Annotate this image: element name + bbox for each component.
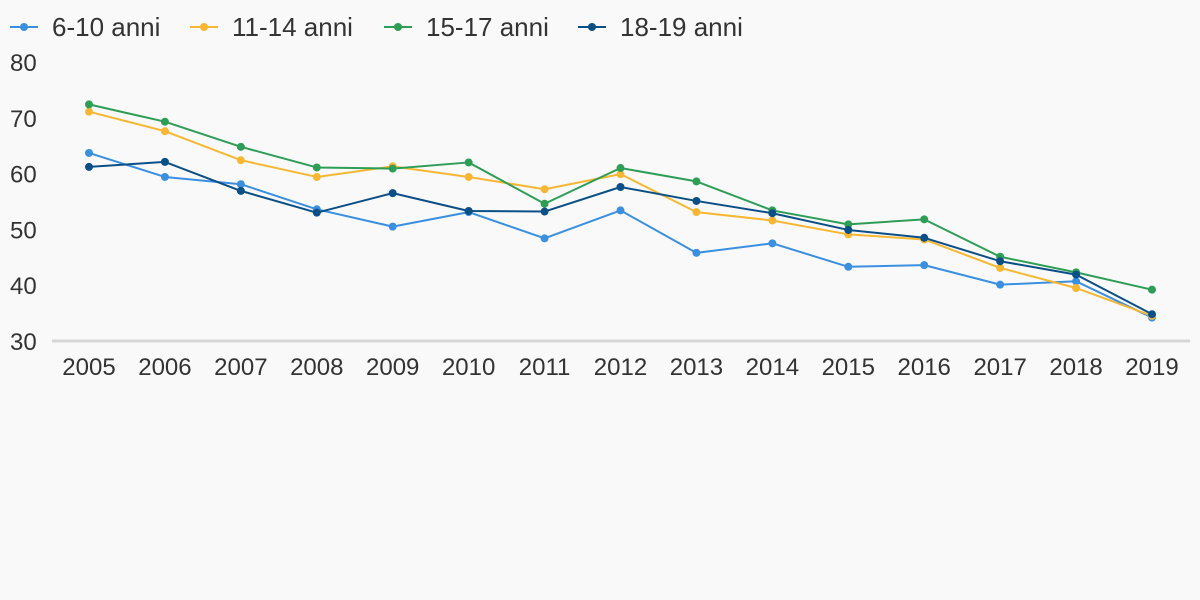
data-point xyxy=(616,182,625,191)
legend-label: 15-17 anni xyxy=(426,12,549,42)
data-point xyxy=(388,189,397,198)
data-point xyxy=(920,233,929,242)
legend-swatch-marker xyxy=(588,23,596,31)
data-point xyxy=(692,196,701,205)
data-point xyxy=(616,206,625,215)
x-tick-label: 2008 xyxy=(290,354,343,381)
y-tick-label: 40 xyxy=(10,273,37,300)
x-tick-label: 2016 xyxy=(898,354,951,381)
data-point xyxy=(996,263,1005,272)
legend: 6-10 anni 11-14 anni 15-17 anni 18-19 anni xyxy=(10,12,743,42)
legend-label: 18-19 anni xyxy=(620,12,743,42)
x-tick-label: 2019 xyxy=(1125,354,1178,381)
data-point xyxy=(236,142,245,151)
data-point xyxy=(85,162,93,171)
data-point xyxy=(540,199,549,208)
data-point xyxy=(920,215,929,224)
x-tick-label: 2009 xyxy=(366,354,419,381)
data-point xyxy=(1072,283,1081,292)
data-point xyxy=(540,234,549,243)
x-tick-label: 2012 xyxy=(594,354,647,381)
legend-item: 18-19 anni xyxy=(578,12,743,42)
y-tick-label: 30 xyxy=(10,329,37,356)
data-point xyxy=(160,172,169,181)
legend-label: 11-14 anni xyxy=(232,12,353,42)
data-point xyxy=(85,107,93,116)
plot-area xyxy=(85,100,1156,322)
data-point xyxy=(388,164,397,173)
data-point xyxy=(312,208,321,217)
x-tick-label: 2015 xyxy=(822,354,875,381)
x-tick-label: 2006 xyxy=(138,354,191,381)
data-point xyxy=(236,156,245,165)
data-point xyxy=(160,127,169,136)
y-axis: 30 40 50 60 70 80 xyxy=(10,50,37,356)
y-tick-label: 80 xyxy=(10,50,37,77)
data-point xyxy=(236,180,245,189)
data-point xyxy=(1072,277,1081,286)
data-point xyxy=(464,206,473,215)
data-point xyxy=(85,148,93,157)
legend-swatch-marker xyxy=(20,23,28,31)
legend-item: 15-17 anni xyxy=(384,12,549,42)
data-point xyxy=(312,172,321,181)
y-tick-label: 50 xyxy=(10,217,37,244)
legend-swatch-marker xyxy=(200,23,208,31)
series-line xyxy=(88,103,1153,291)
x-tick-label: 2011 xyxy=(519,354,571,381)
x-tick-label: 2013 xyxy=(670,354,723,381)
y-tick-label: 60 xyxy=(10,162,37,189)
data-point xyxy=(312,163,321,172)
data-point xyxy=(768,209,777,218)
y-tick-label: 70 xyxy=(10,106,37,133)
x-tick-label: 2018 xyxy=(1049,354,1102,381)
data-point xyxy=(540,207,549,216)
data-point xyxy=(844,220,853,229)
x-axis: 2005 2006 2007 2008 2009 2010 2011 2012 2013 2014… xyxy=(62,354,1178,381)
data-point xyxy=(464,158,473,167)
data-point xyxy=(1072,270,1081,279)
data-point xyxy=(160,117,169,126)
data-point xyxy=(996,257,1005,266)
legend-item: 6-10 anni xyxy=(10,12,160,42)
data-point xyxy=(1148,285,1156,294)
series-3 xyxy=(85,157,1156,319)
x-tick-label: 2010 xyxy=(442,354,495,381)
x-tick-label: 2014 xyxy=(746,354,799,381)
data-point xyxy=(768,239,777,248)
data-point xyxy=(692,248,701,257)
data-point xyxy=(236,186,245,195)
series-2 xyxy=(85,100,1156,294)
data-point xyxy=(692,208,701,217)
data-point xyxy=(996,280,1005,289)
data-point xyxy=(540,185,549,194)
legend-swatch-marker xyxy=(394,23,402,31)
x-tick-label: 2007 xyxy=(214,354,267,381)
legend-item: 11-14 anni xyxy=(190,12,353,42)
data-point xyxy=(388,222,397,231)
data-point xyxy=(768,216,777,225)
data-point xyxy=(160,157,169,166)
data-point xyxy=(85,100,93,109)
data-point xyxy=(464,172,473,181)
data-point xyxy=(692,177,701,186)
data-point xyxy=(1148,310,1156,319)
data-point xyxy=(920,261,929,270)
x-tick-label: 2017 xyxy=(973,354,1026,381)
data-point xyxy=(616,164,625,173)
legend-label: 6-10 anni xyxy=(52,12,160,42)
data-point xyxy=(844,262,853,271)
data-point xyxy=(616,170,625,179)
data-point xyxy=(844,225,853,234)
x-tick-label: 2005 xyxy=(62,354,115,381)
